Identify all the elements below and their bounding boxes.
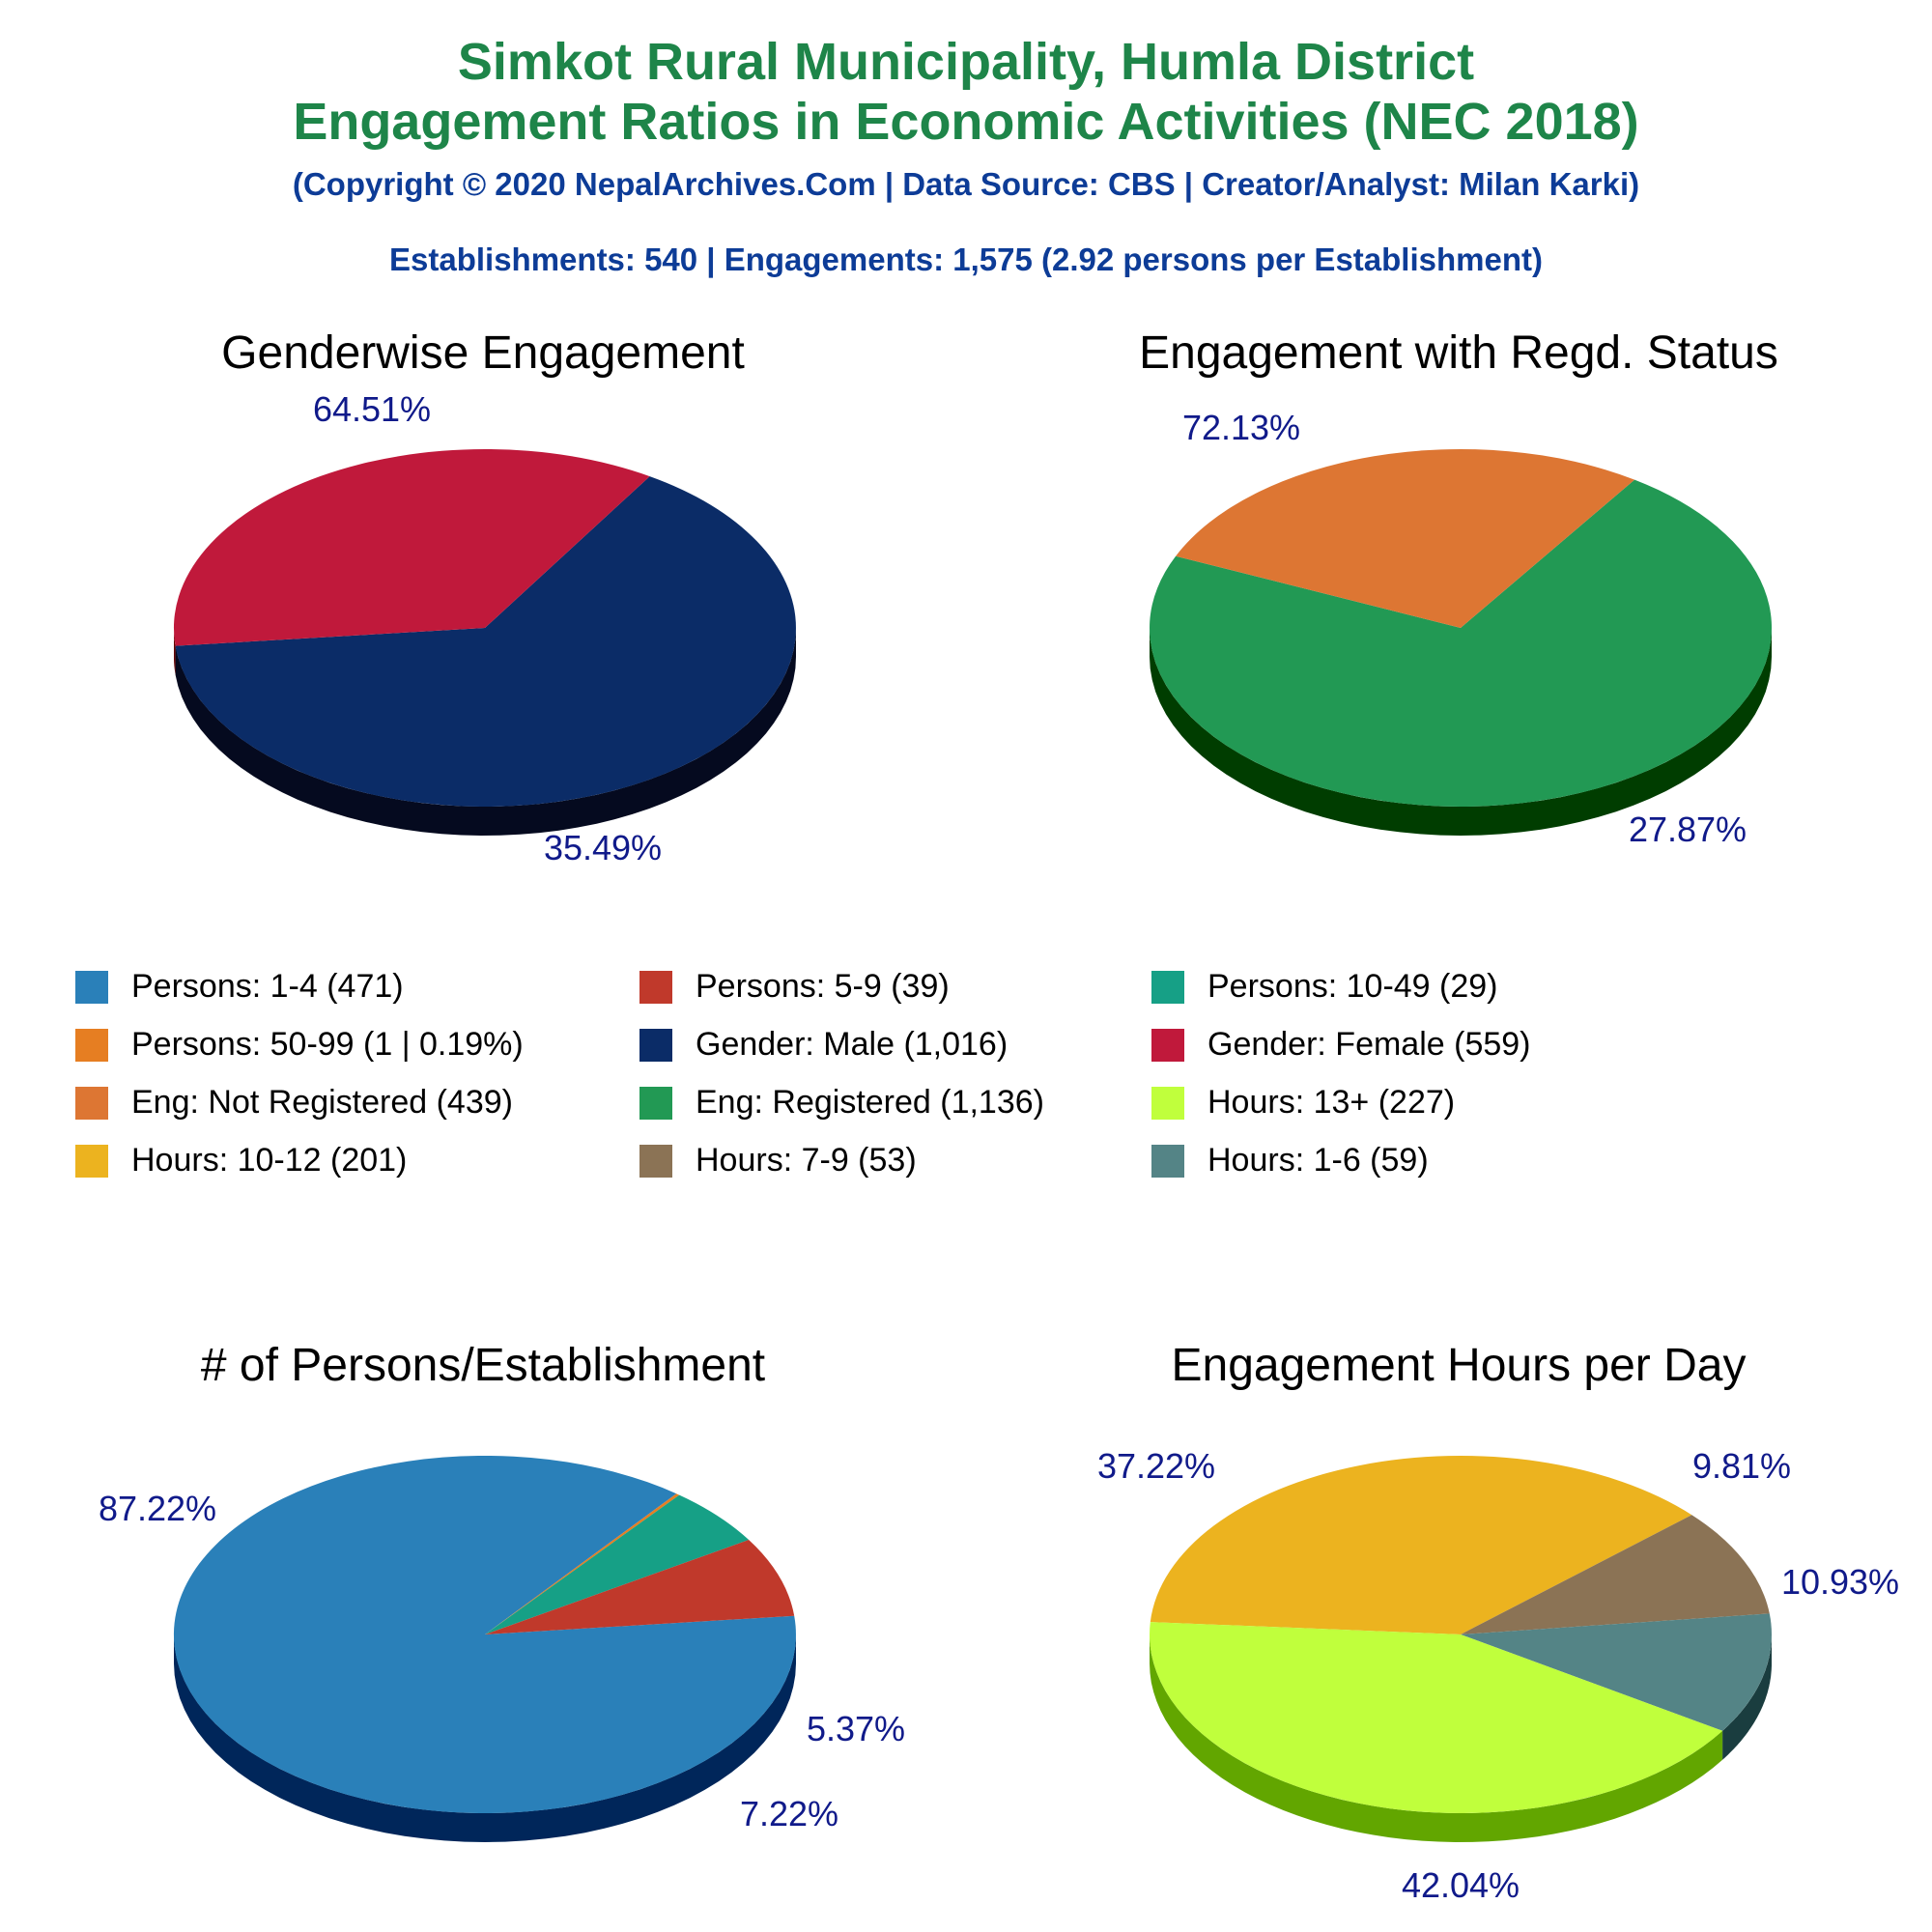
title-line-2: Engagement Ratios in Economic Activities… [293, 93, 1639, 151]
pie-slice [485, 1494, 750, 1634]
pie-data-label: 64.51% [313, 389, 431, 429]
pie-chart-0: 64.51% 35.49% [173, 389, 797, 867]
pie-slice [1150, 1622, 1723, 1813]
pie-slice-side [1150, 1634, 1723, 1842]
pie-slice-side [174, 1634, 796, 1842]
pie-slice [175, 476, 796, 807]
pie-slice [485, 1493, 680, 1634]
pie-chart-3: 37.22% 9.81% 10.93% 42.04% [1097, 1446, 1899, 1905]
summary-line: Establishments: 540 | Engagements: 1,575… [389, 242, 1543, 277]
copyright-line: (Copyright © 2020 NepalArchives.Com | Da… [292, 166, 1640, 202]
pie-slice-side [175, 628, 797, 836]
pie-data-label: 42.04% [1402, 1865, 1520, 1905]
pie-slice [173, 1455, 796, 1813]
pie-data-label: 7.22% [740, 1794, 838, 1833]
pie-data-label: 87.22% [99, 1489, 216, 1528]
chart-title-persons: # of Persons/Establishment [200, 1340, 766, 1391]
pie-slice [1150, 479, 1773, 807]
pie-data-label: 27.87% [1629, 810, 1747, 849]
pie-data-label: 35.49% [544, 828, 662, 867]
pie-chart-2: 87.22% 5.37% 7.22% [99, 1455, 905, 1842]
pie-slice [1150, 1455, 1692, 1634]
pie-data-label: 10.93% [1781, 1562, 1899, 1602]
pie-slice [1461, 1613, 1772, 1731]
pie-data-label: 9.81% [1692, 1446, 1791, 1486]
pie-slice-side [1150, 628, 1772, 836]
pie-data-label: 72.13% [1182, 408, 1300, 447]
chart-title-regd: Engagement with Regd. Status [1139, 327, 1778, 379]
pie-slice [173, 448, 650, 646]
pie-data-label: 37.22% [1097, 1446, 1215, 1486]
pie-slice-side [174, 628, 176, 675]
pie-data-label: 5.37% [807, 1709, 905, 1748]
pie-slice [1461, 1515, 1770, 1634]
chart-title-gender: Genderwise Engagement [221, 327, 745, 379]
pie-slice-side [1722, 1634, 1772, 1760]
pie-chart-1: 72.13% 27.87% [1150, 408, 1773, 849]
title-line-1: Simkot Rural Municipality, Humla Distric… [457, 33, 1475, 91]
pie-slice [1176, 448, 1635, 628]
pie-slice [485, 1540, 795, 1634]
chart-title-hours: Engagement Hours per Day [1171, 1340, 1747, 1391]
